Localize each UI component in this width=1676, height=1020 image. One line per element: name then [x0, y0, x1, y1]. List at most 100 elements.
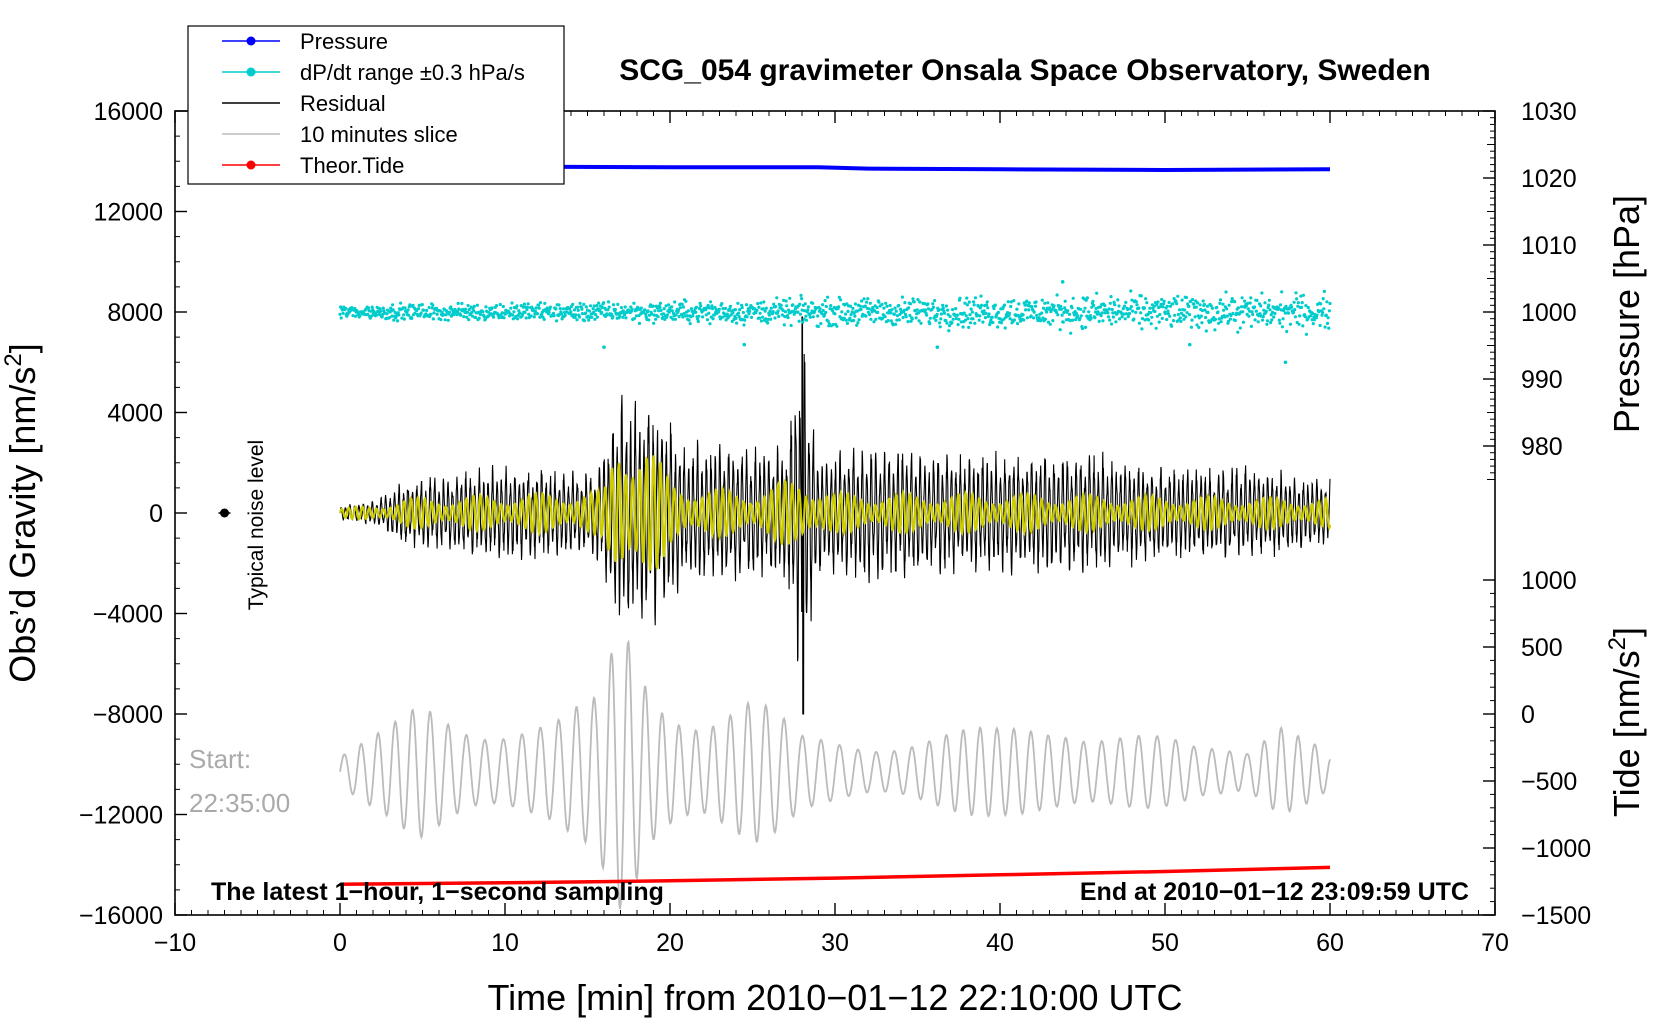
dpdt-point: [1111, 311, 1115, 315]
dpdt-point: [467, 318, 471, 322]
dpdt-point: [1066, 309, 1070, 313]
dpdt-point: [1106, 311, 1110, 315]
dpdt-point: [800, 308, 804, 312]
dpdt-point: [446, 318, 450, 322]
dpdt-point: [1192, 302, 1196, 306]
dpdt-point: [984, 311, 988, 315]
dpdt-point: [1171, 302, 1175, 306]
dpdt-point: [707, 306, 712, 310]
dpdt-point: [1103, 304, 1107, 308]
dpdt-point: [744, 303, 749, 307]
dpdt-point: [1012, 299, 1016, 303]
dpdt-point: [411, 303, 415, 307]
dpdt-point: [818, 307, 822, 311]
dpdt-point: [486, 310, 491, 314]
dpdt-point: [857, 318, 861, 322]
dpdt-point: [758, 311, 762, 315]
dpdt-point: [472, 309, 476, 313]
x-tick-label: 40: [986, 929, 1014, 957]
dpdt-point: [512, 310, 516, 314]
dpdt-point: [557, 303, 561, 307]
dpdt-point: [676, 308, 681, 312]
dpdt-point: [761, 315, 765, 319]
dpdt-point: [1200, 321, 1204, 325]
dpdt-point: [1143, 318, 1147, 322]
dpdt-point: [1215, 305, 1219, 309]
dpdt-point: [353, 314, 358, 318]
x-tick-label: 20: [656, 929, 684, 957]
dpdt-point: [1259, 304, 1263, 308]
dpdt-point: [1295, 297, 1299, 301]
dpdt-point: [981, 312, 986, 316]
dpdt-point: [547, 310, 551, 314]
dpdt-point: [1213, 317, 1218, 321]
y-axis-label-tide-main: Tide [nm/s: [1606, 650, 1647, 817]
dpdt-point: [673, 317, 678, 321]
dpdt-point: [973, 321, 977, 325]
dpdt-point: [754, 311, 758, 315]
dpdt-point: [866, 297, 870, 301]
dpdt-point: [802, 317, 806, 321]
dpdt-point: [577, 315, 582, 319]
dpdt-point: [889, 311, 893, 315]
dpdt-point: [987, 312, 991, 316]
dpdt-point: [1203, 308, 1207, 312]
dpdt-point: [736, 301, 740, 305]
dpdt-point: [934, 318, 938, 322]
dpdt-point: [967, 300, 971, 304]
dpdt-point: [776, 309, 780, 313]
dpdt-point: [379, 309, 383, 313]
dpdt-point: [848, 316, 852, 320]
dpdt-point: [1157, 320, 1161, 324]
dpdt-point: [1017, 302, 1021, 306]
dpdt-point: [573, 315, 577, 319]
dpdt-point: [1193, 315, 1197, 319]
dpdt-point: [1012, 318, 1017, 322]
dpdt-point: [821, 303, 825, 307]
dpdt-point: [740, 305, 744, 310]
dpdt-point: [1252, 305, 1257, 309]
dpdt-point: [417, 303, 421, 307]
dpdt-point: [1120, 315, 1124, 319]
dpdt-point: [1239, 305, 1244, 309]
dpdt-point: [1112, 300, 1116, 304]
dpdt-point: [341, 311, 345, 315]
dpdt-point: [837, 305, 841, 309]
dpdt-point: [888, 303, 892, 308]
dpdt-point: [1084, 325, 1088, 329]
dpdt-point: [1299, 305, 1304, 309]
dpdt-point: [808, 315, 812, 319]
y-tick-label-left: 12000: [93, 199, 163, 227]
dpdt-point: [1149, 311, 1153, 315]
dpdt-point: [886, 319, 890, 323]
dpdt-point: [1162, 299, 1166, 303]
dpdt-point: [975, 313, 979, 317]
dpdt-point: [490, 306, 494, 310]
dpdt-point: [391, 303, 395, 307]
dpdt-point: [844, 318, 848, 322]
dpdt-point: [1051, 319, 1055, 323]
dpdt-point: [429, 312, 433, 316]
dpdt-point: [863, 304, 867, 308]
dpdt-point: [580, 312, 585, 316]
dpdt-point: [783, 310, 788, 314]
dpdt-point: [961, 325, 965, 329]
dpdt-point: [1236, 306, 1240, 310]
dpdt-point: [1071, 296, 1075, 300]
dpdt-point: [1048, 322, 1052, 326]
dpdt-outlier-point: [602, 345, 606, 349]
dpdt-point: [1219, 320, 1223, 324]
y-tick-label-left: −4000: [93, 601, 163, 629]
dpdt-point: [1209, 304, 1213, 308]
dpdt-point: [537, 303, 541, 307]
dpdt-point: [518, 311, 522, 315]
dpdt-point: [917, 319, 921, 323]
dpdt-point: [705, 318, 710, 322]
legend-swatch-marker: [246, 160, 256, 170]
dpdt-point: [661, 315, 665, 319]
dpdt-point: [681, 305, 686, 309]
dpdt-point: [853, 314, 857, 318]
dpdt-point: [759, 319, 764, 323]
dpdt-point: [1080, 326, 1085, 331]
